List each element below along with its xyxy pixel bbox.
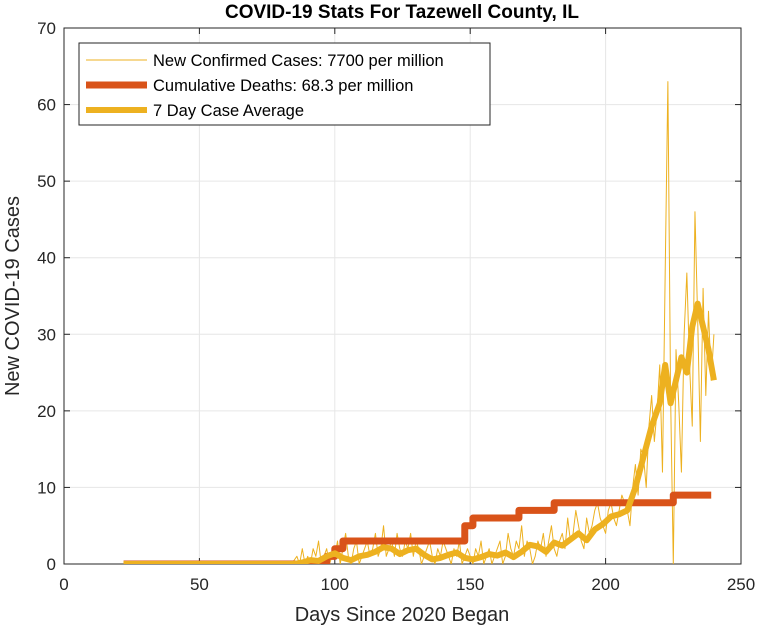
y-tick-label: 0: [47, 555, 56, 574]
axes-layer: [63, 27, 742, 565]
x-tick-label: 150: [456, 575, 484, 594]
y-tick-label: 50: [37, 172, 56, 191]
y-tick-label: 30: [37, 325, 56, 344]
y-tick-labels: 0 10 20 30 40 50 60 70: [37, 19, 56, 574]
chart-title: COVID-19 Stats For Tazewell County, IL: [225, 2, 579, 23]
legend: New Confirmed Cases: 7700 per million Cu…: [78, 42, 491, 126]
y-axis-title: New COVID-19 Cases: [2, 196, 24, 396]
x-tick-label: 200: [591, 575, 619, 594]
x-axis-title: Days Since 2020 Began: [295, 604, 510, 626]
legend-label-7day-avg: 7 Day Case Average: [153, 102, 304, 120]
series-7day-average-line: [123, 300, 717, 564]
x-tick-label: 250: [727, 575, 755, 594]
y-tick-label: 60: [37, 96, 56, 115]
x-tick-label: 0: [59, 575, 68, 594]
legend-box: [78, 42, 491, 126]
axes-box: [63, 27, 742, 565]
series-layer: [123, 81, 717, 564]
x-tick-label: 50: [190, 575, 209, 594]
plot-area: [123, 81, 717, 564]
y-tick-label: 20: [37, 402, 56, 421]
x-tick-label: 100: [321, 575, 349, 594]
legend-label-deaths: Cumulative Deaths: 68.3 per million: [153, 77, 413, 95]
x-tick-labels: 0 50 100 150 200 250: [59, 575, 755, 594]
y-tick-label: 10: [37, 478, 56, 497]
y-tick-label: 70: [37, 19, 56, 38]
y-tick-label: 40: [37, 249, 56, 268]
legend-label-new-cases: New Confirmed Cases: 7700 per million: [153, 52, 444, 70]
